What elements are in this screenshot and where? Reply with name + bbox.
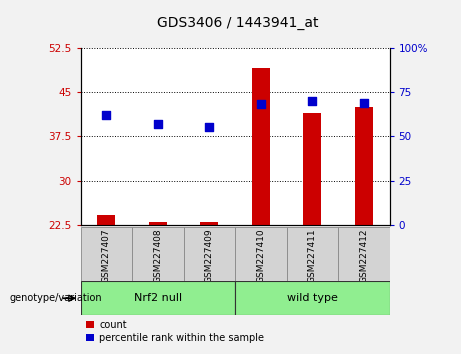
Point <box>257 102 265 107</box>
Bar <box>81 227 132 281</box>
Text: genotype/variation: genotype/variation <box>9 293 102 303</box>
Text: GDS3406 / 1443941_at: GDS3406 / 1443941_at <box>157 16 318 30</box>
Text: GSM227412: GSM227412 <box>359 229 368 283</box>
Bar <box>81 281 235 315</box>
Bar <box>97 215 115 225</box>
Bar <box>235 227 287 281</box>
Bar <box>149 222 167 225</box>
Text: GSM227407: GSM227407 <box>102 229 111 284</box>
Bar <box>132 227 183 281</box>
Point <box>103 112 110 118</box>
Legend: count, percentile rank within the sample: count, percentile rank within the sample <box>86 320 264 343</box>
Bar <box>183 227 235 281</box>
Bar <box>235 281 390 315</box>
Bar <box>303 113 321 225</box>
Point <box>308 98 316 104</box>
Bar <box>287 227 338 281</box>
Text: Nrf2 null: Nrf2 null <box>134 293 182 303</box>
Bar <box>355 107 373 225</box>
Text: GSM227410: GSM227410 <box>256 229 266 284</box>
Bar <box>201 222 219 225</box>
Point <box>154 121 161 127</box>
Text: GSM227411: GSM227411 <box>308 229 317 284</box>
Bar <box>338 227 390 281</box>
Text: wild type: wild type <box>287 293 338 303</box>
Text: GSM227409: GSM227409 <box>205 229 214 284</box>
Point <box>206 125 213 130</box>
Text: GSM227408: GSM227408 <box>154 229 162 284</box>
Point <box>360 100 367 105</box>
Bar <box>252 68 270 225</box>
